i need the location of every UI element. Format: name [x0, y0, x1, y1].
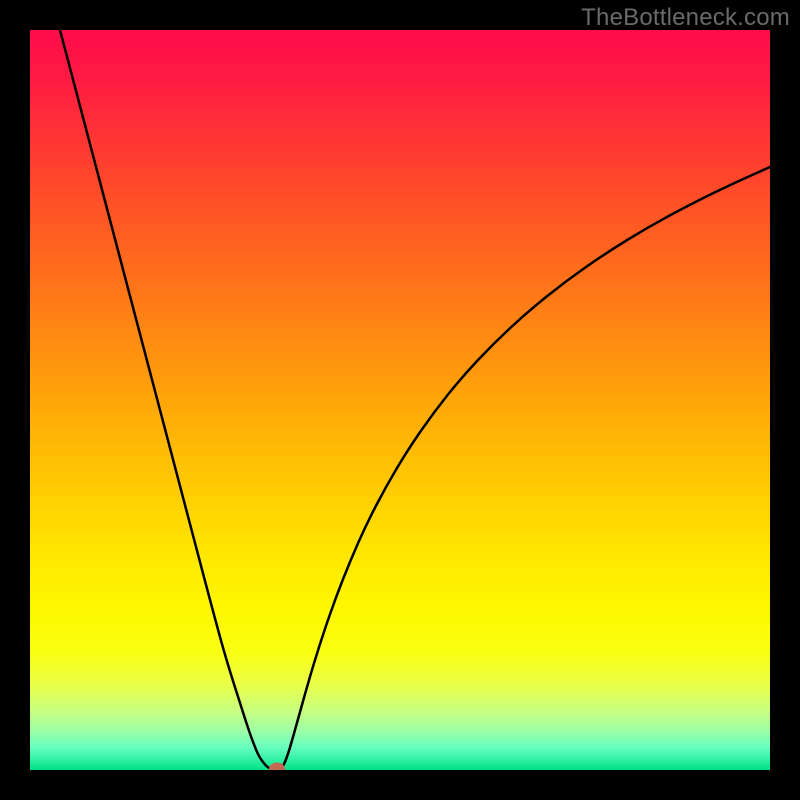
bottleneck-curve-right: [278, 167, 770, 770]
bottleneck-point-marker: [269, 762, 285, 770]
watermark-text: TheBottleneck.com: [581, 4, 790, 32]
plot-area: [30, 30, 770, 770]
curve-layer: [30, 30, 770, 770]
bottleneck-curve-left: [60, 30, 278, 770]
chart-frame: [0, 0, 800, 800]
